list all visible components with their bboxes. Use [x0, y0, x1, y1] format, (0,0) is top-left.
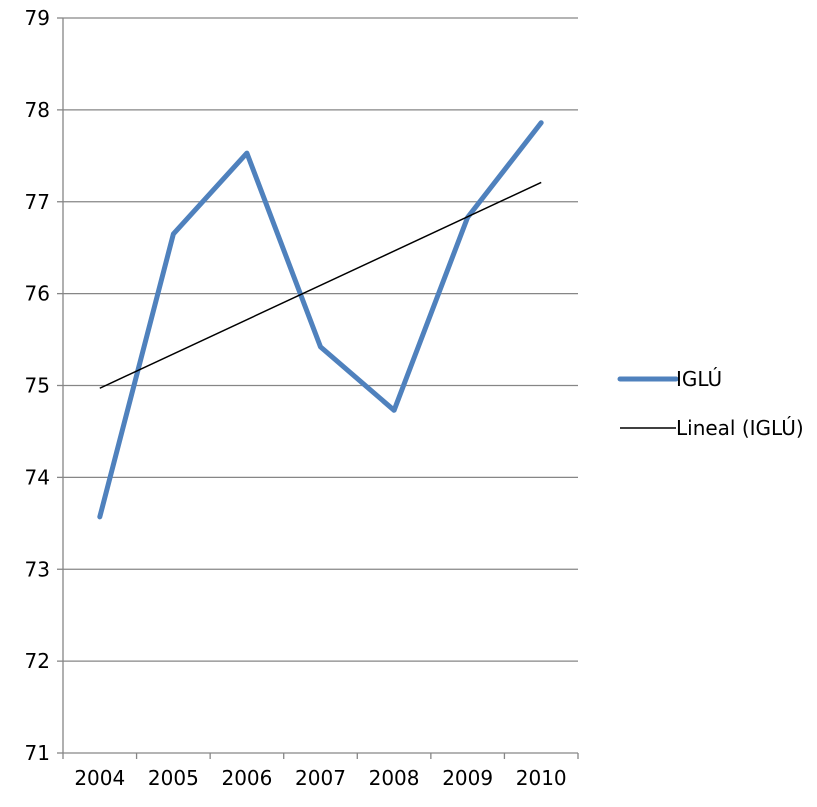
y-tick-label: 73	[25, 557, 50, 581]
trendline	[100, 182, 541, 388]
x-tick-label: 2006	[221, 766, 272, 790]
y-tick-label: 72	[25, 649, 50, 673]
y-tick-label: 78	[25, 98, 50, 122]
series-lines	[100, 123, 542, 517]
legend: IGLÚ Lineal (IGLÚ)	[620, 367, 804, 440]
legend-label-series: IGLÚ	[676, 367, 722, 391]
x-tick-label: 2004	[74, 766, 125, 790]
y-tick-label: 71	[25, 741, 50, 765]
x-tick-label: 2008	[369, 766, 420, 790]
y-tick-label: 77	[25, 190, 50, 214]
x-tick-label: 2009	[442, 766, 493, 790]
y-tick-label: 75	[25, 374, 50, 398]
y-tick-label: 76	[25, 282, 50, 306]
x-tick-label: 2007	[295, 766, 346, 790]
y-tick-labels: 71 72 73 74 75 76 77 78 79	[25, 6, 50, 765]
y-tick-label: 79	[25, 6, 50, 30]
x-tick-labels: 2004 2005 2006 2007 2008 2009 2010	[74, 766, 566, 790]
y-tick-label: 74	[25, 465, 50, 489]
series-line-0	[100, 123, 541, 517]
x-tick-label: 2005	[148, 766, 199, 790]
x-tick-label: 2010	[516, 766, 567, 790]
legend-label-trendline: Lineal (IGLÚ)	[676, 416, 804, 440]
gridlines	[63, 18, 578, 661]
